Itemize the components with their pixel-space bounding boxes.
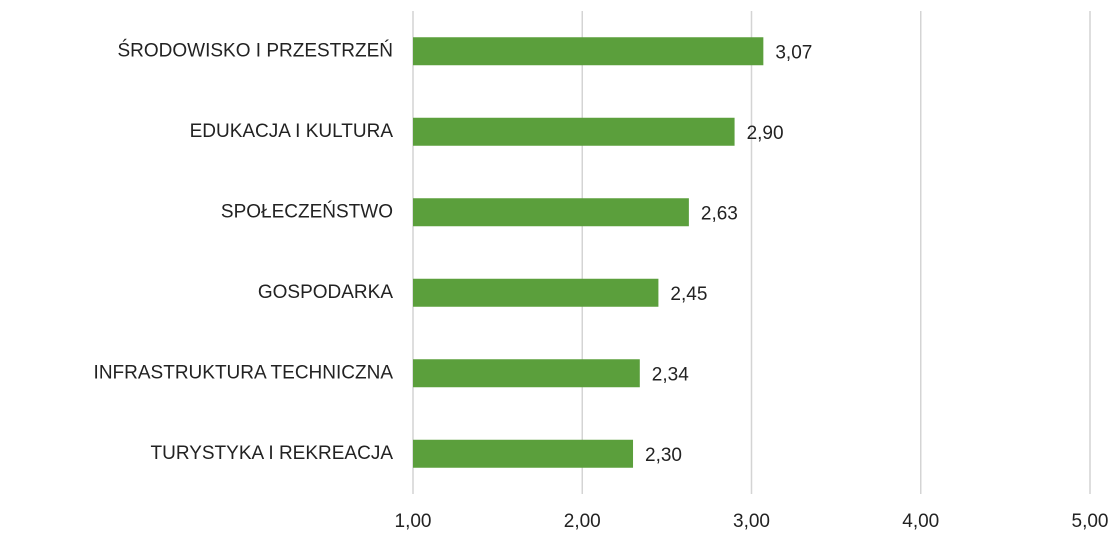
bar [413,198,689,227]
bar [413,37,764,66]
data-label: 2,63 [701,203,738,224]
bar [413,117,735,146]
y-tick-label: SPOŁECZEŃSTWO [221,201,393,222]
data-label: 2,30 [645,445,682,466]
x-tick-label: 5,00 [1072,511,1109,532]
data-label: 3,07 [775,42,812,63]
y-tick-label: TURYSTYKA I REKREACJA [151,443,394,464]
x-tick-label: 2,00 [564,511,601,532]
x-tick-label: 4,00 [902,511,939,532]
data-label: 2,45 [670,284,707,305]
bar [413,278,659,307]
x-tick-label: 3,00 [733,511,770,532]
y-tick-label: EDUKACJA I KULTURA [190,121,394,142]
y-tick-label: ŚRODOWISKO I PRZESTRZEŃ [117,39,393,61]
bar [413,359,640,388]
x-tick-label: 1,00 [395,511,432,532]
y-tick-label: INFRASTRUKTURA TECHNICZNA [94,362,394,383]
bar [413,439,634,468]
data-label: 2,34 [652,364,689,385]
y-tick-label: GOSPODARKA [258,282,393,303]
data-label: 2,90 [747,123,784,144]
